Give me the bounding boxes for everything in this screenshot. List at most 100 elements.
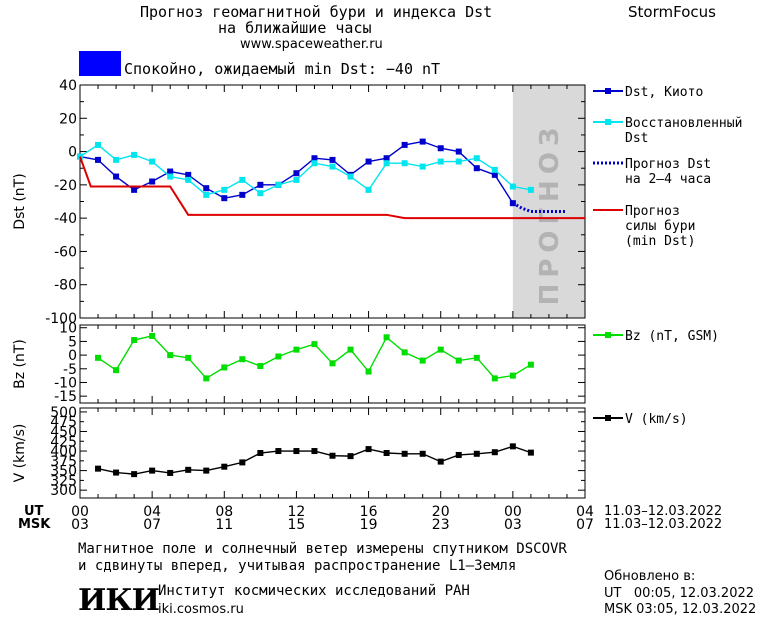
site-url[interactable]: www.spaceweather.ru — [240, 37, 383, 52]
data-point — [113, 469, 120, 476]
data-point — [509, 443, 516, 450]
institute-site[interactable]: iki.cosmos.ru — [158, 602, 244, 617]
status-text: Спокойно, ожидаемый min Dst: −40 nT — [124, 60, 441, 78]
y-axis-label: V (km/s) — [12, 424, 28, 483]
y-tick-label: -20 — [54, 178, 77, 194]
data-point — [203, 191, 210, 198]
data-point — [419, 450, 426, 457]
data-point — [203, 375, 210, 382]
data-point — [311, 341, 318, 348]
data-point — [293, 448, 300, 455]
x-tick-label-msk: 23 — [432, 517, 450, 533]
data-point — [221, 195, 228, 202]
data-point — [185, 466, 192, 473]
legend-label: Восстановленный — [625, 116, 742, 131]
legend-marker — [605, 88, 611, 94]
legend-marker — [605, 119, 611, 125]
data-point — [131, 337, 138, 344]
data-point — [383, 334, 390, 341]
data-point — [473, 155, 480, 162]
legend-label: (min Dst) — [625, 234, 695, 249]
y-axis-label: Dst (nT) — [12, 173, 28, 229]
x-tick-label-ut: 08 — [215, 504, 233, 520]
data-point — [149, 178, 156, 185]
y-tick-label: -10 — [54, 375, 77, 391]
data-point — [491, 449, 498, 456]
data-point — [455, 158, 462, 165]
x-tick-label-msk: 15 — [288, 517, 306, 533]
data-point — [365, 446, 372, 453]
y-tick-label: 20 — [59, 111, 77, 127]
data-point — [239, 176, 246, 183]
msk-axis-label: MSK — [18, 517, 51, 532]
title-line-1: Прогноз геомагнитной бури и индекса Dst — [140, 3, 493, 21]
y-tick-label: 40 — [59, 78, 77, 94]
data-point — [329, 360, 336, 367]
data-point — [221, 186, 228, 193]
data-point — [131, 186, 138, 193]
data-point — [113, 367, 120, 374]
data-point — [167, 352, 174, 359]
data-point — [329, 156, 336, 163]
data-point — [293, 176, 300, 183]
y-tick-label: 0 — [68, 145, 77, 161]
x-tick-label-msk: 19 — [360, 517, 378, 533]
data-point — [239, 191, 246, 198]
y-tick-label: -100 — [45, 311, 77, 327]
data-point — [527, 449, 534, 456]
data-point — [221, 364, 228, 371]
legend-label: V (km/s) — [625, 412, 688, 427]
y-tick-label: 425 — [50, 434, 77, 450]
title-line-2: на ближайшие часы — [218, 19, 372, 37]
data-point — [95, 156, 102, 163]
data-point — [401, 349, 408, 356]
brand-name: StormFocus — [628, 3, 716, 21]
forecast-region — [512, 85, 585, 318]
data-point — [491, 375, 498, 382]
legend-label: Прогноз — [625, 204, 680, 219]
data-point — [167, 173, 174, 180]
data-point — [149, 332, 156, 339]
x-tick-label-ut: 20 — [432, 504, 450, 520]
data-point — [401, 160, 408, 167]
data-point — [401, 141, 408, 148]
data-point — [455, 148, 462, 155]
updated-label: Обновлено в: — [604, 569, 696, 584]
msk-date-range: 11.03–12.03.2022 — [604, 517, 723, 532]
legend-marker — [605, 332, 611, 338]
data-point — [221, 463, 228, 470]
data-point — [275, 353, 282, 360]
data-point — [131, 151, 138, 158]
data-point — [167, 168, 174, 175]
y-tick-label: 475 — [50, 415, 77, 431]
data-point — [419, 357, 426, 364]
status-indicator — [79, 51, 121, 76]
legend-label: силы бури — [625, 219, 695, 234]
data-point — [383, 450, 390, 456]
series-line — [79, 156, 585, 220]
y-tick-label: 500 — [50, 405, 77, 421]
data-point — [113, 156, 120, 163]
updated-ut: UT 00:05, 12.03.2022 — [604, 586, 755, 601]
y-tick-label: -15 — [54, 389, 77, 405]
ut-axis-label: UT — [24, 504, 44, 519]
data-point — [293, 170, 300, 177]
forecast-zone-label: ПРОГНОЗ — [535, 122, 565, 306]
data-point — [365, 186, 372, 193]
data-point — [185, 354, 192, 361]
y-tick-label: -40 — [54, 211, 77, 227]
data-point — [401, 450, 408, 457]
x-tick-label-msk: 07 — [143, 517, 161, 533]
y-tick-label: -80 — [54, 278, 77, 294]
x-tick-label-msk: 07 — [576, 517, 594, 533]
data-point — [419, 163, 426, 170]
x-tick-label-ut: 04 — [576, 504, 594, 520]
x-tick-label-msk: 03 — [71, 517, 89, 533]
x-tick-label-msk: 03 — [504, 517, 522, 533]
data-point — [95, 465, 102, 472]
data-point — [131, 471, 138, 478]
data-point — [527, 186, 534, 193]
data-point — [491, 171, 498, 178]
data-point — [437, 346, 444, 353]
data-point — [149, 467, 156, 474]
